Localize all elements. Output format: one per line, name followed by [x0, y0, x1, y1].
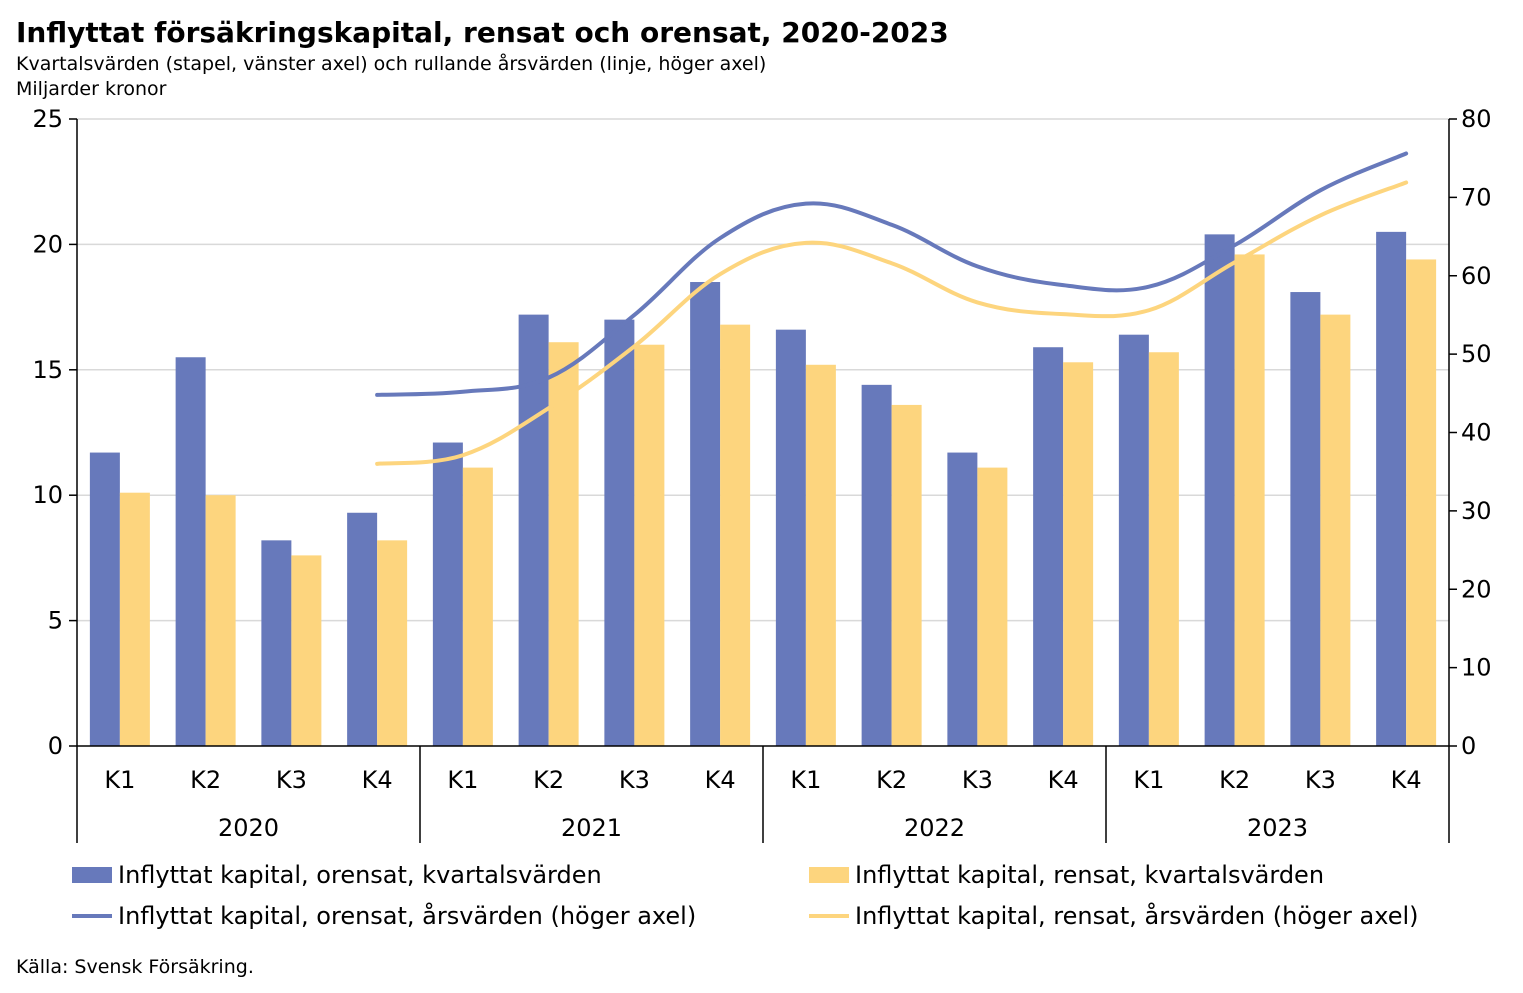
bar-orensat [261, 540, 292, 746]
x-axis-category-label: K4 [1048, 766, 1079, 794]
right-axis-tick-label: 80 [1461, 105, 1492, 133]
legend-swatch-rensat-bar [809, 867, 849, 883]
bar-orensat [775, 329, 806, 746]
right-axis-tick-label: 0 [1461, 732, 1476, 760]
bar-rensat [1406, 259, 1437, 746]
left-axis-tick-label: 10 [32, 481, 63, 509]
legend-label-orensat-bar: Inflyttat kapital, orensat, kvartalsvärd… [118, 861, 602, 889]
bar-rensat [891, 404, 922, 746]
x-axis-category-label: K3 [619, 766, 650, 794]
left-axis-tick-label: 0 [48, 732, 63, 760]
x-axis-year-label: 2022 [904, 814, 965, 842]
bar-rensat [720, 324, 751, 746]
line-orensat-arsvarden [375, 151, 1409, 397]
legend-swatch-orensat-line [72, 914, 112, 918]
bar-orensat [175, 357, 206, 746]
source-note: Källa: Svensk Försäkring. [16, 956, 254, 978]
bar-rensat [377, 540, 408, 746]
unit-label: Miljarder kronor [16, 78, 167, 100]
bar-rensat [291, 555, 322, 746]
right-axis-tick-label: 30 [1461, 497, 1492, 525]
legend-swatch-orensat-bar [72, 867, 112, 883]
bar-orensat [1033, 347, 1064, 746]
bar-rensat [1063, 362, 1094, 746]
legend-swatch-rensat-line [809, 914, 849, 918]
x-axis-year-label: 2020 [218, 814, 279, 842]
right-axis-tick-label: 60 [1461, 262, 1492, 290]
bar-rensat [1234, 254, 1265, 746]
bar-rensat [205, 495, 236, 746]
x-axis-category-label: K3 [962, 766, 993, 794]
legend-label-rensat-bar: Inflyttat kapital, rensat, kvartalsvärde… [855, 861, 1325, 889]
bar-orensat [89, 452, 120, 746]
bar-rensat [1320, 314, 1351, 746]
x-axis-category-label: K3 [276, 766, 307, 794]
bar-rensat [462, 467, 493, 746]
legend-item-rensat-bar: Inflyttat kapital, rensat, kvartalsvärde… [809, 861, 1324, 889]
x-axis-category-label: K4 [1391, 766, 1422, 794]
right-axis-tick-label: 40 [1461, 419, 1492, 447]
legend-item-orensat-bar: Inflyttat kapital, orensat, kvartalsvärd… [72, 861, 602, 889]
line-rensat-arsvarden [375, 180, 1409, 466]
x-axis-category-label: K1 [790, 766, 821, 794]
chart-title: Inflyttat försäkringskapital, rensat och… [16, 16, 949, 49]
bar-orensat [347, 512, 378, 746]
legend-label-orensat-line: Inflyttat kapital, orensat, årsvärden (h… [118, 902, 697, 930]
x-axis-category-label: K1 [1133, 766, 1164, 794]
bar-rensat [119, 492, 150, 746]
bar-rensat [977, 467, 1008, 746]
bar-orensat [604, 319, 635, 746]
legend-label-rensat-line: Inflyttat kapital, rensat, årsvärden (hö… [855, 902, 1419, 930]
x-axis-category-label: K4 [362, 766, 393, 794]
bar-orensat [1204, 234, 1235, 747]
x-axis-category-label: K1 [447, 766, 478, 794]
left-axis-tick-label: 25 [32, 105, 63, 133]
bar-rensat [548, 342, 579, 746]
bar-rensat [634, 344, 665, 746]
chart-subtitle: Kvartalsvärden (stapel, vänster axel) oc… [16, 53, 767, 75]
left-axis-tick-label: 5 [48, 607, 63, 635]
x-axis-category-label: K1 [104, 766, 135, 794]
bar-orensat [947, 452, 978, 746]
x-axis-year-label: 2021 [561, 814, 622, 842]
bar-orensat [1376, 231, 1407, 747]
right-axis-tick-label: 10 [1461, 654, 1492, 682]
left-axis-tick-label: 20 [32, 230, 63, 258]
bar-orensat [690, 282, 721, 746]
x-axis-category-label: K3 [1305, 766, 1336, 794]
bar-orensat [861, 384, 892, 746]
bar-orensat [1118, 334, 1149, 746]
bar-orensat [1290, 292, 1321, 746]
bar-rensat [805, 364, 836, 746]
left-axis-tick-label: 15 [32, 356, 63, 384]
x-axis-category-label: K2 [1219, 766, 1250, 794]
x-axis-category-label: K2 [533, 766, 564, 794]
x-axis-category-label: K4 [705, 766, 736, 794]
x-axis-category-label: K2 [876, 766, 907, 794]
chart-area: 0 5 10 15 20 25 0 10 20 30 40 50 60 70 80 K1 K2 K3 K4 K1 K2 K… [32, 105, 1492, 843]
right-axis-tick-label: 70 [1461, 183, 1492, 211]
right-axis-tick-label: 20 [1461, 575, 1492, 603]
bar-orensat [432, 442, 463, 746]
bar-rensat [1148, 352, 1179, 746]
right-axis-tick-label: 50 [1461, 340, 1492, 368]
x-axis-category-label: K2 [190, 766, 221, 794]
legend-item-orensat-line: Inflyttat kapital, orensat, årsvärden (h… [72, 902, 696, 930]
legend-item-rensat-line: Inflyttat kapital, rensat, årsvärden (hö… [809, 902, 1419, 930]
x-axis-year-label: 2023 [1247, 814, 1308, 842]
